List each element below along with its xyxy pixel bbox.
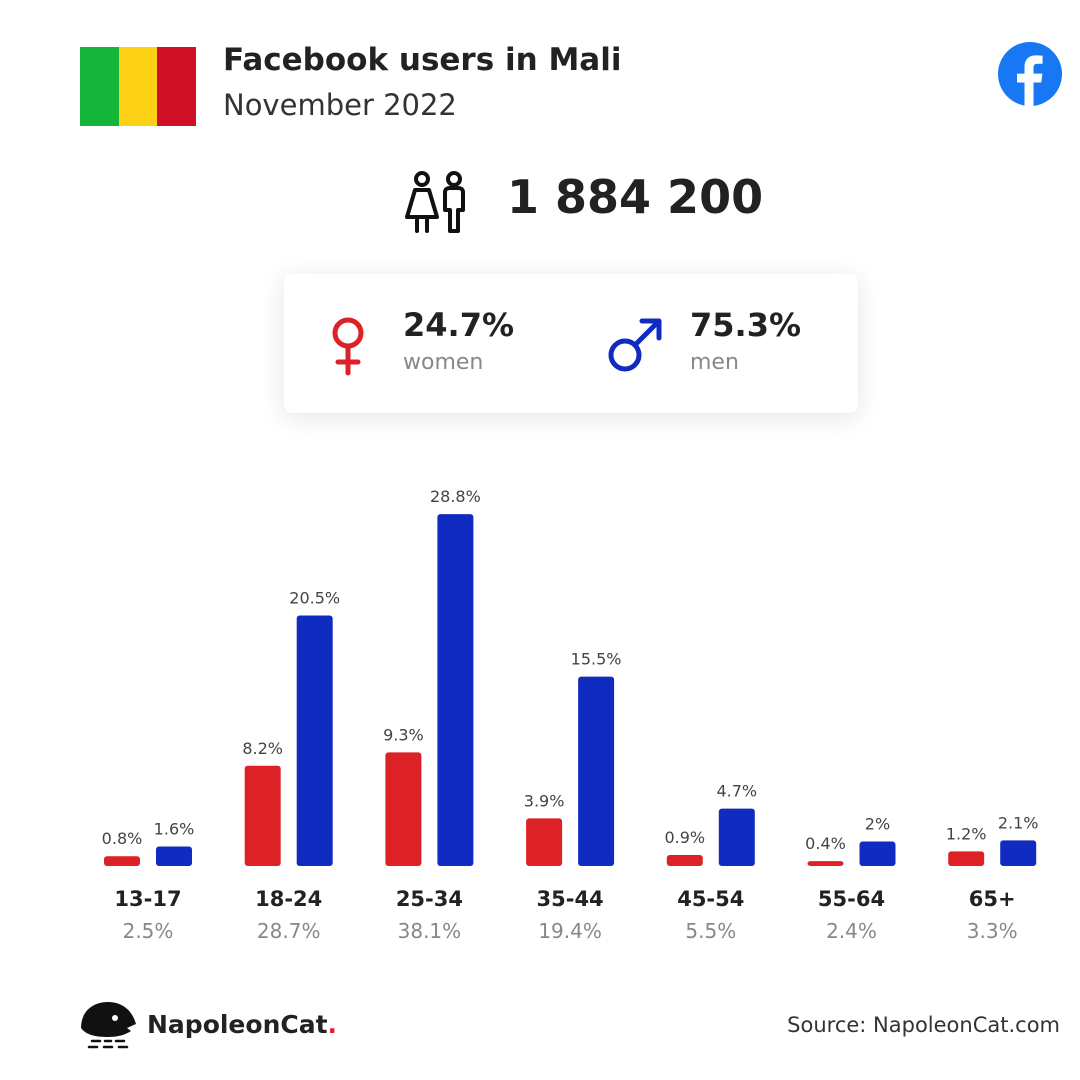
men-bar-label-18-24: 20.5% bbox=[289, 588, 340, 607]
age-group-total-65+: 3.3% bbox=[967, 919, 1018, 943]
men-percentage: 75.3% bbox=[690, 306, 802, 344]
age-group-label-13-17: 13-17 bbox=[114, 887, 181, 911]
users-icon bbox=[405, 171, 465, 233]
age-group-label-25-34: 25-34 bbox=[396, 887, 463, 911]
women-bar-label-25-34: 9.3% bbox=[383, 725, 424, 744]
women-label: women bbox=[403, 350, 484, 375]
women-bar-label-35-44: 3.9% bbox=[524, 791, 565, 810]
female-icon bbox=[332, 317, 364, 376]
age-gender-bar-chart: 0.8% 1.6% 13-17 2.5% 8.2% 20.5% 18-24 28.7% 9.3%… bbox=[102, 487, 1039, 943]
age-group-total-55-64: 2.4% bbox=[826, 919, 877, 943]
men-bar-35-44 bbox=[578, 676, 615, 866]
men-bar-label-35-44: 15.5% bbox=[571, 650, 622, 669]
total-users-value: 1 884 200 bbox=[507, 170, 764, 224]
brand-dot: . bbox=[327, 1010, 338, 1039]
gender-card: 24.7% women 75.3% men bbox=[284, 274, 858, 413]
women-bar-35-44 bbox=[526, 818, 563, 866]
age-group-total-18-24: 28.7% bbox=[257, 919, 321, 943]
men-bar-13-17 bbox=[156, 846, 192, 866]
women-bar-label-18-24: 8.2% bbox=[242, 739, 283, 758]
flag-stripe-yellow bbox=[118, 47, 158, 126]
men-bar-label-25-34: 28.8% bbox=[430, 487, 481, 506]
age-group-label-18-24: 18-24 bbox=[255, 887, 322, 911]
age-group-total-25-34: 38.1% bbox=[398, 919, 462, 943]
women-bar-65+ bbox=[948, 851, 985, 866]
flag-stripe-green bbox=[80, 47, 119, 126]
women-bar-label-45-54: 0.9% bbox=[664, 828, 705, 847]
women-bar-13-17 bbox=[104, 856, 140, 866]
male-icon bbox=[608, 318, 662, 372]
brand-name: NapoleonCat bbox=[147, 1010, 328, 1039]
page-subtitle: November 2022 bbox=[223, 88, 457, 122]
women-bar-label-55-64: 0.4% bbox=[805, 834, 846, 853]
women-bar-45-54 bbox=[666, 855, 703, 866]
men-bar-18-24 bbox=[296, 615, 333, 866]
napoleoncat-logo-icon bbox=[81, 1002, 136, 1049]
men-bar-65+ bbox=[1000, 840, 1037, 866]
women-bar-label-65+: 1.2% bbox=[946, 824, 987, 843]
napoleoncat-brand: NapoleonCat. bbox=[147, 1010, 337, 1039]
men-bar-45-54 bbox=[718, 808, 755, 866]
men-bar-label-55-64: 2% bbox=[865, 815, 890, 834]
flag-stripe-red bbox=[157, 47, 197, 126]
women-bar-55-64 bbox=[807, 861, 844, 866]
age-group-total-35-44: 19.4% bbox=[538, 919, 602, 943]
age-group-label-45-54: 45-54 bbox=[677, 887, 744, 911]
age-group-label-65+: 65+ bbox=[969, 887, 1016, 911]
women-bar-18-24 bbox=[244, 765, 281, 866]
mali-flag bbox=[80, 47, 197, 126]
facebook-icon bbox=[998, 42, 1062, 106]
women-percentage: 24.7% bbox=[403, 306, 515, 344]
source-text: Source: NapoleonCat.com bbox=[787, 1013, 1060, 1037]
women-bar-25-34 bbox=[385, 752, 422, 866]
men-bar-label-45-54: 4.7% bbox=[716, 782, 757, 801]
women-bar-label-13-17: 0.8% bbox=[102, 829, 143, 848]
men-bar-55-64 bbox=[859, 841, 896, 866]
men-bar-label-13-17: 1.6% bbox=[154, 819, 195, 838]
age-group-total-13-17: 2.5% bbox=[123, 919, 174, 943]
men-label: men bbox=[690, 350, 739, 375]
page-title: Facebook users in Mali bbox=[223, 42, 622, 78]
age-group-total-45-54: 5.5% bbox=[685, 919, 736, 943]
age-group-label-35-44: 35-44 bbox=[537, 887, 604, 911]
men-bar-label-65+: 2.1% bbox=[998, 813, 1039, 832]
men-bar-25-34 bbox=[437, 514, 474, 866]
age-group-label-55-64: 55-64 bbox=[818, 887, 885, 911]
